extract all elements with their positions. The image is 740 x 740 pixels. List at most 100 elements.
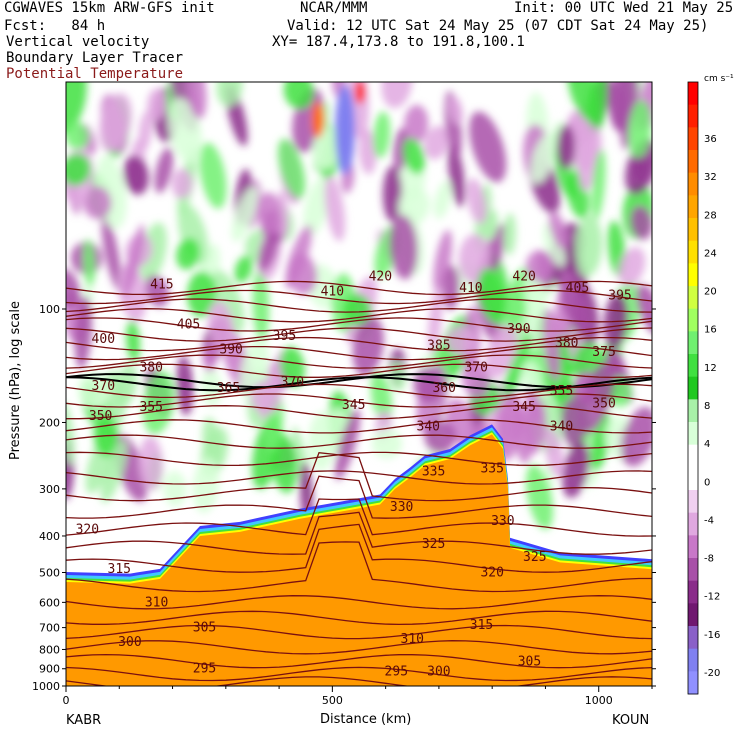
theta-label: 405 — [566, 281, 589, 296]
colorbar: cm s⁻¹ 36 32 28 24 20 16 12 8 4 0 -4 -8 -12 -16 -20 — [687, 74, 734, 695]
w-cell — [389, 214, 418, 280]
theta-label: 315 — [108, 562, 131, 577]
w-cell — [234, 255, 253, 283]
colorbar-swatch — [688, 104, 698, 128]
theta-label: 385 — [427, 339, 450, 354]
theta-label: 390 — [219, 342, 242, 357]
w-cell — [176, 238, 200, 270]
colorbar-swatch — [688, 535, 698, 559]
theta-label: 380 — [139, 361, 162, 376]
w-cell — [382, 165, 403, 222]
w-cell — [577, 362, 615, 434]
theta-contour — [66, 308, 652, 323]
w-cell — [312, 127, 342, 170]
theta-label: 325 — [422, 537, 445, 552]
y-axis: 100 200 300 400 500 600 700 800 900 1000 — [32, 303, 656, 693]
theta-label: 405 — [177, 318, 200, 333]
colorbar-swatch — [688, 626, 698, 650]
theta-contour — [66, 498, 652, 537]
w-cell — [138, 436, 163, 490]
theta-contour — [66, 676, 652, 686]
w-cell — [324, 175, 346, 242]
w-cell — [99, 93, 132, 152]
y-tick-label: 400 — [39, 530, 60, 543]
theta-contour — [66, 405, 652, 420]
theta-contour — [66, 523, 652, 573]
w-cell — [477, 268, 507, 324]
w-cell — [404, 104, 429, 144]
w-cell — [433, 180, 452, 219]
theta-contour — [66, 541, 652, 593]
colorbar-swatch — [688, 127, 698, 151]
w-cell — [277, 138, 306, 199]
w-cell — [543, 222, 567, 267]
w-cell — [630, 205, 652, 240]
w-cell — [433, 229, 453, 294]
w-cell — [525, 250, 554, 282]
theta-label: 300 — [118, 635, 141, 650]
colorbar-swatch — [688, 376, 698, 400]
theta-label: 305 — [193, 621, 216, 636]
theta-label: 340 — [417, 420, 440, 435]
w-cell — [252, 269, 270, 342]
theta-contour — [66, 363, 652, 379]
theta-contour — [66, 610, 652, 626]
w-cell — [199, 142, 227, 209]
boundary-layer-tracer-field — [66, 424, 652, 686]
colorbar-label: 20 — [704, 287, 717, 298]
w-cell — [398, 186, 431, 225]
theta-contour — [66, 419, 652, 434]
x-axis: 0 500 1000 — [63, 686, 653, 707]
w-cell — [138, 110, 153, 152]
theta-label: 370 — [92, 379, 115, 394]
colorbar-label: -8 — [704, 554, 714, 565]
colorbar-swatch — [688, 444, 698, 468]
w-cell — [381, 82, 413, 109]
w-cell — [334, 409, 361, 481]
theta-label: 310 — [401, 632, 424, 647]
w-cell — [146, 88, 167, 121]
w-cell — [447, 95, 464, 125]
w-cell — [258, 232, 279, 272]
updraft-core — [312, 102, 324, 138]
colorbar-swatch — [688, 580, 698, 604]
theta-contour — [66, 298, 652, 313]
theta-contour — [66, 511, 652, 555]
theta-label: 365 — [217, 381, 240, 396]
colorbar-swatch — [688, 150, 698, 174]
theta-label: 320 — [480, 566, 503, 581]
plot-area: 415 410 420 410 420 405 395 400 405 390 395 385 390 3… — [66, 82, 652, 686]
valid-time: Valid: 12 UTC Sat 24 May 25 (07 CDT Sat … — [287, 18, 709, 34]
theta-label: 345 — [342, 398, 365, 413]
theta-contour — [66, 336, 652, 352]
theta-label: 355 — [550, 384, 573, 399]
y-axis-label: Pressure (hPa), log scale — [8, 301, 23, 460]
colorbar-swatch — [688, 172, 698, 196]
colorbar-swatch — [688, 648, 698, 672]
w-cell — [66, 121, 89, 150]
w-cell — [373, 111, 391, 159]
y-tick-label: 800 — [39, 643, 60, 656]
potential-temperature-labels: 415 410 420 410 420 405 395 400 405 390 395 385 390 3… — [76, 269, 632, 679]
y-tick-label: 300 — [39, 483, 60, 496]
w-cell — [82, 239, 96, 287]
colorbar-units: cm s⁻¹ — [704, 74, 734, 84]
colorbar-label: -16 — [704, 630, 720, 641]
w-cell — [216, 82, 243, 107]
w-cell — [627, 100, 652, 159]
w-cell — [557, 124, 576, 170]
theta-label: 300 — [427, 664, 450, 679]
theta-contour — [66, 666, 652, 682]
x-tick-label: 500 — [322, 694, 343, 707]
w-cell — [123, 155, 149, 195]
theta-label: 370 — [281, 375, 304, 390]
w-cell — [402, 137, 426, 175]
colorbar-label: -12 — [704, 592, 720, 603]
w-cell — [469, 111, 507, 183]
colorbar-swatch — [688, 240, 698, 264]
theta-label: 295 — [385, 664, 408, 679]
theta-label: 375 — [592, 345, 615, 360]
colorbar-label: -4 — [704, 515, 714, 526]
w-cell — [446, 325, 476, 356]
theta-label: 360 — [432, 381, 455, 396]
